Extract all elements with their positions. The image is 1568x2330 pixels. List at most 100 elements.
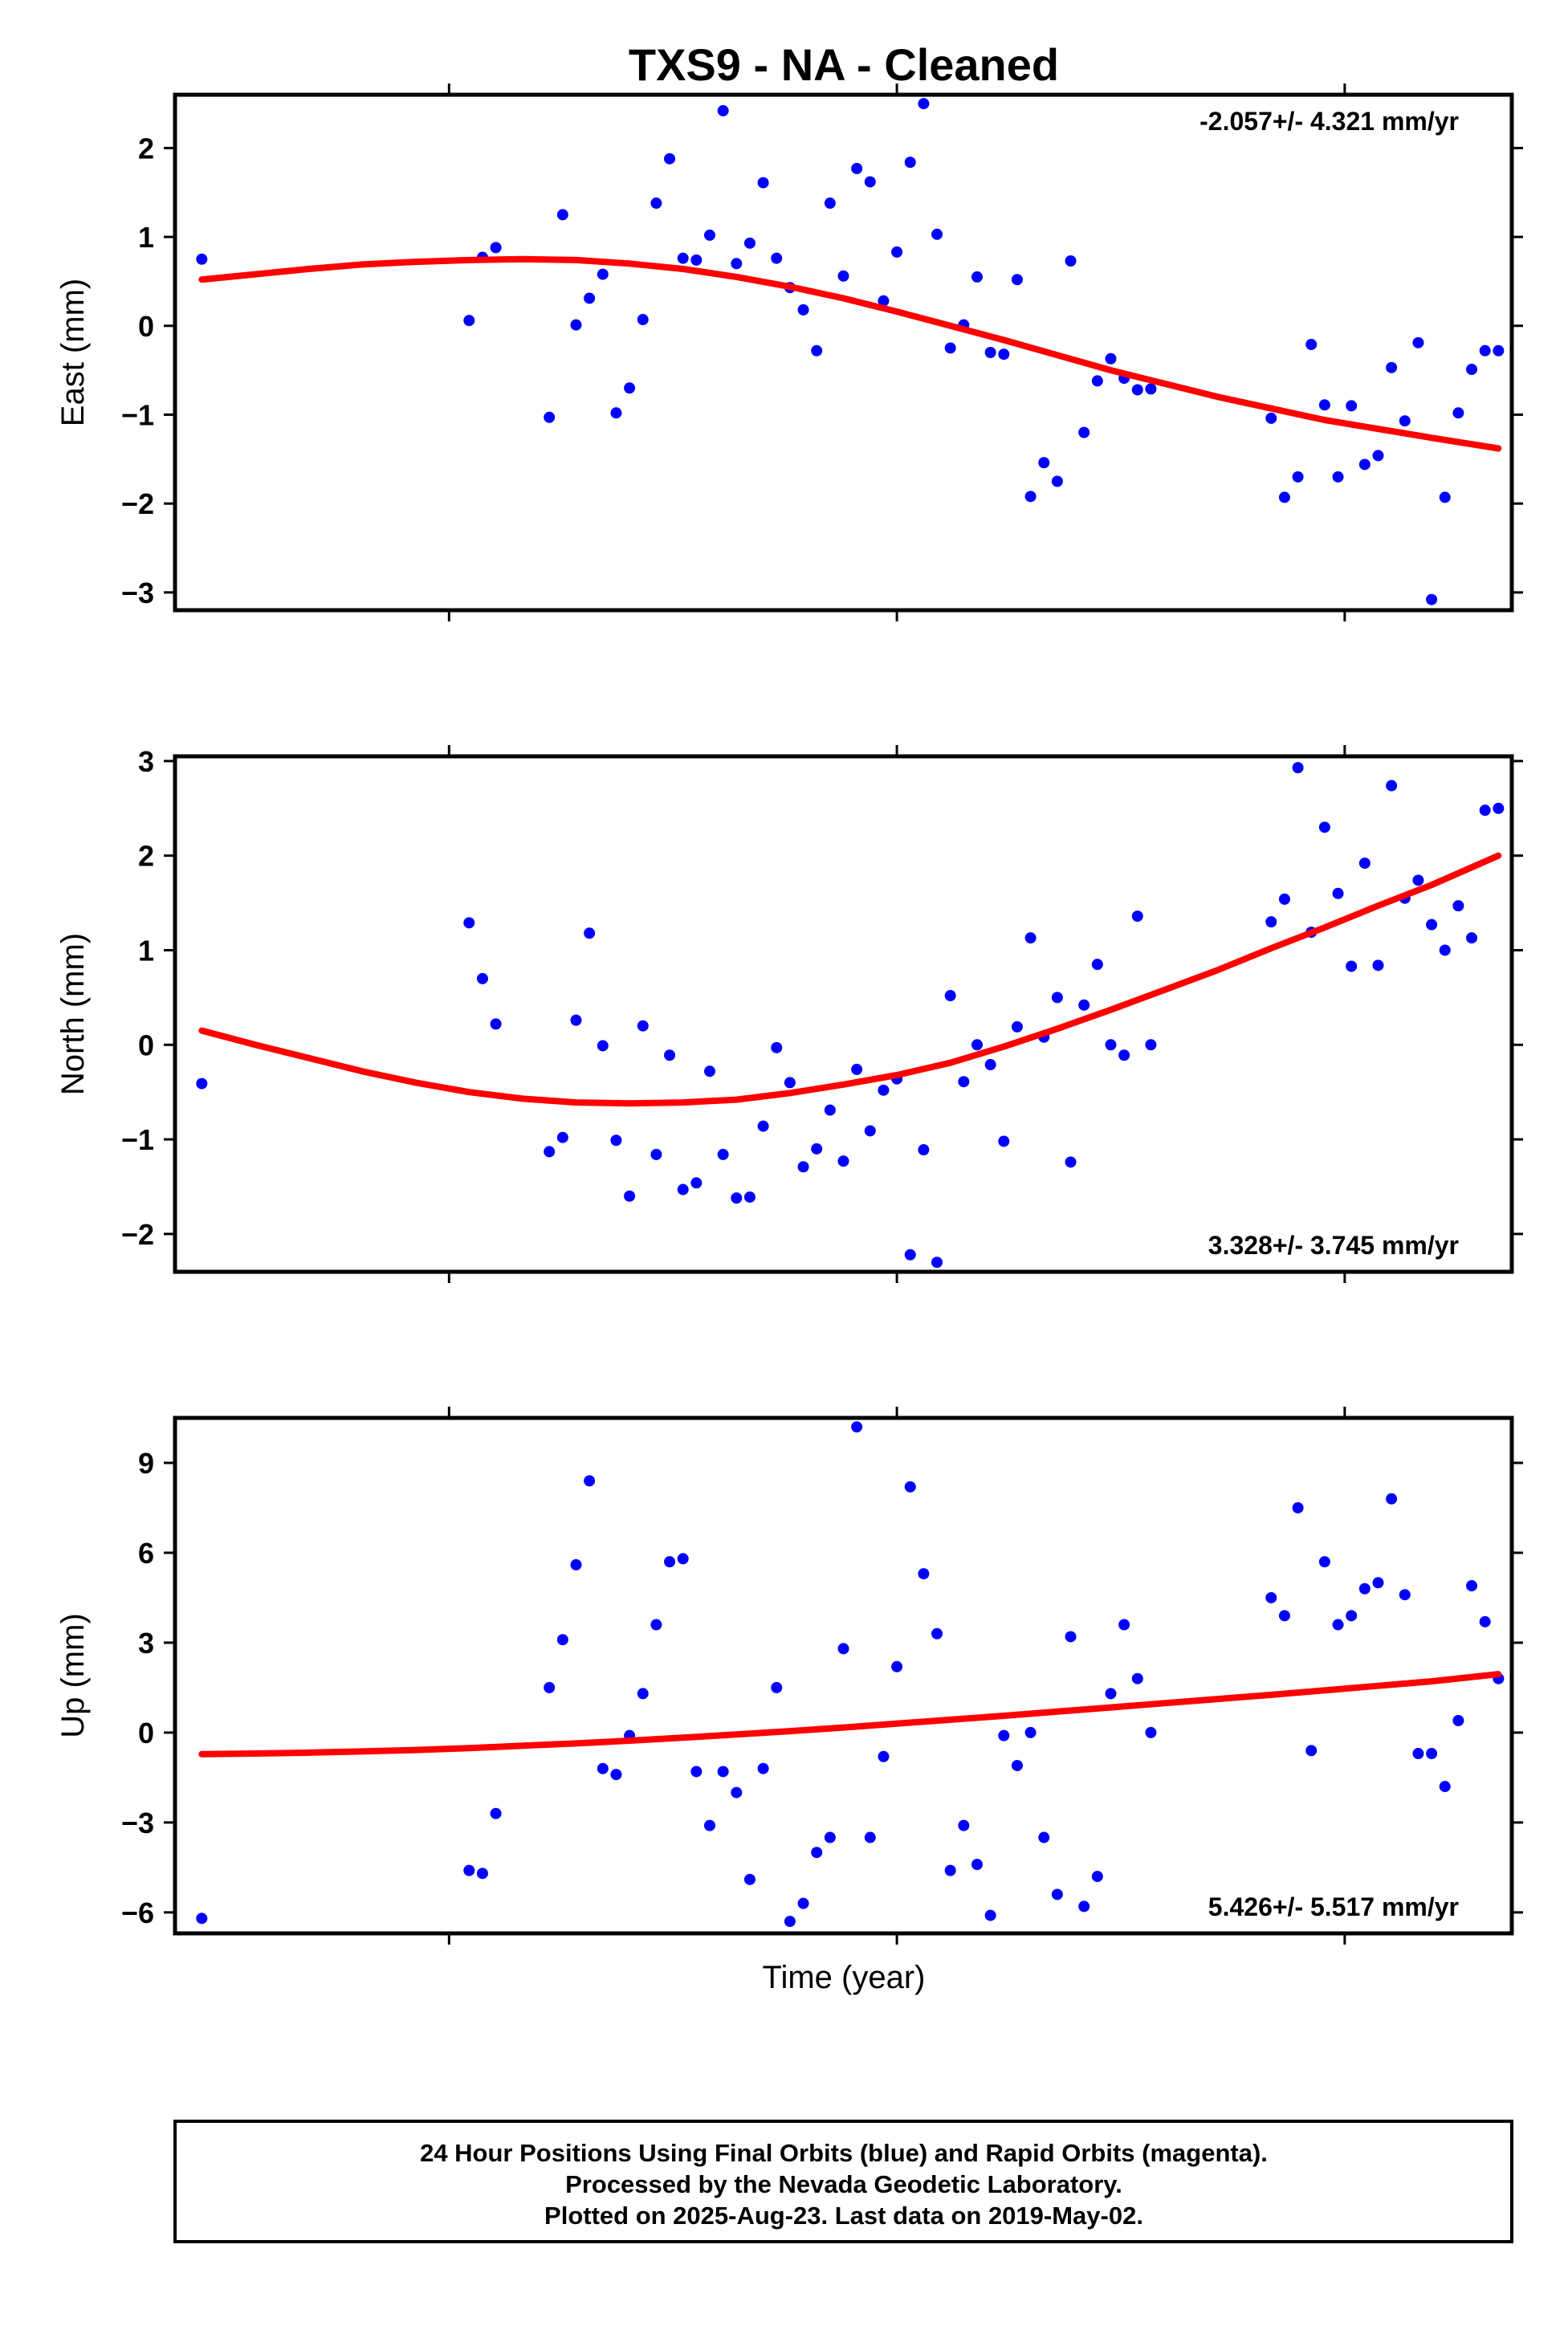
data-point (1479, 805, 1491, 817)
y-tick-label: −1 (121, 398, 154, 431)
data-point (811, 344, 823, 356)
data-point (704, 1065, 715, 1077)
data-point (463, 917, 475, 929)
y-axis-label: Up (mm) (55, 1613, 91, 1738)
data-point (998, 1135, 1010, 1147)
data-point (1318, 399, 1330, 411)
data-point (1386, 1493, 1398, 1505)
data-point (771, 1681, 783, 1693)
data-point (757, 1120, 769, 1132)
data-point (1145, 383, 1157, 395)
data-point (771, 252, 783, 264)
x-axis-label: Time (year) (763, 1960, 926, 1995)
data-point (1131, 384, 1143, 396)
data-point (918, 1144, 930, 1156)
data-point (1065, 255, 1077, 267)
data-point (864, 1125, 876, 1137)
data-point (1278, 1610, 1290, 1622)
data-point (1091, 375, 1103, 387)
data-point (878, 295, 890, 307)
data-point (1024, 491, 1037, 503)
data-point (637, 1020, 649, 1032)
y-tick-label: −2 (121, 487, 154, 520)
data-point (490, 1807, 502, 1819)
panel-1: 2 1 0 −1 −2 −3 East (mm) -2.057+/- 4.321 mm/yr (55, 84, 1523, 621)
data-point (463, 1864, 475, 1876)
data-point (1131, 910, 1143, 923)
data-point (664, 1556, 676, 1568)
data-point (544, 1146, 556, 1158)
data-point (1439, 1781, 1451, 1793)
data-point (610, 407, 622, 419)
data-point (476, 1868, 488, 1880)
footer-line-1: 24 Hour Positions Using Final Orbits (bl… (420, 2139, 1268, 2167)
data-point (824, 1104, 836, 1116)
data-point (637, 314, 649, 326)
data-point (1145, 1726, 1157, 1738)
data-point (1318, 1556, 1330, 1568)
data-point (570, 319, 582, 331)
data-point (556, 209, 568, 221)
data-point (717, 104, 729, 116)
y-tick-label: 0 (138, 310, 154, 343)
data-point (650, 1619, 662, 1631)
data-point (1105, 1688, 1117, 1700)
data-point (1145, 1039, 1157, 1051)
data-point (1065, 1156, 1077, 1168)
data-point (544, 411, 556, 423)
data-point (743, 237, 755, 249)
y-tick-label: 9 (138, 1447, 154, 1480)
fit-curve (198, 852, 1502, 1107)
rate-annotation: -2.057+/- 4.321 mm/yr (1199, 107, 1459, 136)
data-point (610, 1769, 622, 1781)
data-point (891, 246, 903, 258)
data-point (1493, 802, 1505, 814)
data-point (1426, 919, 1438, 931)
data-point (196, 1077, 208, 1090)
data-point (984, 1909, 996, 1921)
data-point (1278, 893, 1290, 905)
data-point (690, 254, 703, 266)
data-point (1265, 916, 1277, 928)
data-point (851, 1421, 863, 1433)
data-point (743, 1873, 755, 1885)
data-point (837, 270, 849, 282)
footer-line-3: Plotted on 2025-Aug-23. Last data on 201… (544, 2202, 1143, 2230)
data-point (797, 303, 809, 316)
data-point (704, 229, 715, 241)
data-point (851, 162, 863, 174)
data-point (1278, 491, 1290, 503)
data-point (771, 1041, 783, 1053)
data-point (1078, 1900, 1090, 1912)
data-point (597, 1762, 609, 1774)
data-point (1358, 458, 1370, 470)
data-point (196, 253, 208, 265)
data-point (757, 177, 769, 189)
data-point (864, 176, 876, 188)
data-point (544, 1681, 556, 1693)
data-point (1358, 857, 1370, 870)
data-point (1386, 780, 1398, 792)
data-point (1439, 944, 1451, 956)
data-point (1024, 932, 1037, 944)
data-point (597, 268, 609, 280)
y-tick-label: −6 (121, 1896, 154, 1929)
y-axis-label: East (mm) (55, 279, 91, 426)
y-tick-label: 1 (138, 221, 154, 254)
y-tick-label: −3 (121, 576, 154, 609)
data-point (1426, 1748, 1438, 1760)
data-point (650, 198, 662, 210)
data-point (1412, 1748, 1424, 1760)
data-point (570, 1014, 582, 1026)
data-point (1372, 1577, 1384, 1589)
data-point (717, 1148, 729, 1160)
data-point (690, 1177, 703, 1189)
data-point (1131, 1672, 1143, 1684)
data-point (998, 1729, 1010, 1741)
data-point (1118, 1049, 1130, 1061)
data-point (931, 1627, 943, 1640)
data-point (556, 1131, 568, 1143)
data-point (731, 258, 743, 270)
data-point (624, 1190, 636, 1202)
